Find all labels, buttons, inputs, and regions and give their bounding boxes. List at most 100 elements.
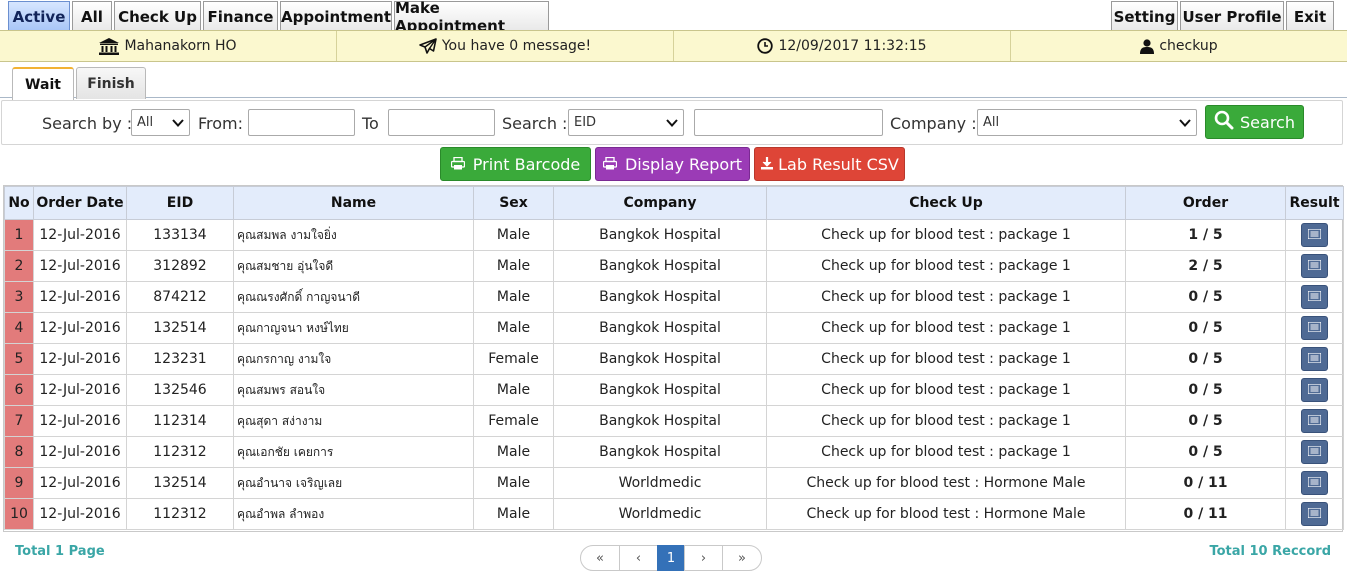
header-check-up[interactable]: Check Up [766, 186, 1126, 220]
result-cell [1285, 219, 1344, 251]
result-button[interactable] [1301, 502, 1328, 526]
result-button[interactable] [1301, 471, 1328, 495]
sex: Male [473, 250, 554, 282]
list-icon [1307, 382, 1322, 398]
download-icon [760, 155, 774, 174]
table-row[interactable]: 4 12-Jul-2016 132514 คุณกาญจนา หงษ์ไทย M… [4, 312, 1344, 344]
result-cell [1285, 405, 1344, 437]
info-bar: Mahanakorn HO You have 0 message! 12/09/… [0, 30, 1347, 62]
check-up: Check up for blood test : package 1 [766, 281, 1126, 313]
page-1-button[interactable]: 1 [657, 545, 685, 571]
result-button[interactable] [1301, 347, 1328, 371]
header-sex[interactable]: Sex [473, 186, 554, 220]
search-text-input[interactable] [694, 109, 883, 136]
company: Bangkok Hospital [553, 405, 767, 437]
order-date: 12-Jul-2016 [33, 374, 127, 406]
result-cell [1285, 312, 1344, 344]
order-progress: 1 / 5 [1125, 219, 1286, 251]
print-barcode-button[interactable]: Print Barcode [440, 147, 591, 181]
check-up: Check up for blood test : package 1 [766, 312, 1126, 344]
result-cell [1285, 281, 1344, 313]
header-name[interactable]: Name [233, 186, 474, 220]
list-icon [1307, 351, 1322, 367]
print-icon [602, 155, 618, 174]
branch-name: Mahanakorn HO [124, 38, 237, 54]
table-row[interactable]: 2 12-Jul-2016 312892 คุณสมชาย อุ่นใจดี M… [4, 250, 1344, 282]
status-tabs: Wait Finish [0, 66, 1347, 100]
result-button[interactable] [1301, 316, 1328, 340]
table-row[interactable]: 7 12-Jul-2016 112314 คุณสุดา สง่างาม Fem… [4, 405, 1344, 437]
prev-page-button[interactable]: ‹ [619, 545, 658, 571]
eid: 132514 [126, 312, 234, 344]
header-order-date[interactable]: Order Date [33, 186, 127, 220]
tab-finish[interactable]: Finish [76, 67, 146, 99]
header-result[interactable]: Result [1285, 186, 1344, 220]
search-button[interactable]: Search [1205, 105, 1304, 139]
company: Bangkok Hospital [553, 312, 767, 344]
result-button[interactable] [1301, 378, 1328, 402]
next-page-button[interactable]: › [684, 545, 723, 571]
header-company[interactable]: Company [553, 186, 767, 220]
chevron-down-icon [1179, 117, 1191, 132]
table-row[interactable]: 8 12-Jul-2016 112312 คุณเอกชัย เคยการ Ma… [4, 436, 1344, 468]
search-field-select[interactable]: EID [568, 109, 684, 136]
patient-name: คุณกาญจนา หงษ์ไทย [233, 312, 474, 344]
row-number: 2 [4, 250, 34, 282]
company-select[interactable]: All [977, 109, 1197, 136]
row-number: 5 [4, 343, 34, 375]
bank-icon [99, 37, 120, 55]
datetime-text: 12/09/2017 11:32:15 [778, 38, 927, 54]
result-button[interactable] [1301, 223, 1328, 247]
nav-user-profile-button[interactable]: User Profile [1180, 1, 1284, 30]
tab-wait[interactable]: Wait [12, 67, 74, 100]
result-button[interactable] [1301, 254, 1328, 278]
result-button[interactable] [1301, 409, 1328, 433]
check-up: Check up for blood test : package 1 [766, 219, 1126, 251]
first-page-button[interactable]: « [580, 545, 620, 571]
table-row[interactable]: 6 12-Jul-2016 132546 คุณสมพร สอนใจ Male … [4, 374, 1344, 406]
chevron-down-icon [666, 117, 678, 132]
company: Bangkok Hospital [553, 250, 767, 282]
result-button[interactable] [1301, 285, 1328, 309]
from-date-input[interactable] [248, 109, 355, 136]
table-row[interactable]: 5 12-Jul-2016 123231 คุณกรกาญ งามใจ Fema… [4, 343, 1344, 375]
check-up: Check up for blood test : package 1 [766, 405, 1126, 437]
to-date-input[interactable] [388, 109, 495, 136]
nav-exit-button[interactable]: Exit [1286, 1, 1334, 30]
search-by-select[interactable]: All [131, 109, 190, 136]
sex: Male [473, 281, 554, 313]
nav-setting-button[interactable]: Setting [1111, 1, 1178, 30]
eid: 132546 [126, 374, 234, 406]
company: Bangkok Hospital [553, 219, 767, 251]
nav-tab-active[interactable]: Active [8, 1, 70, 30]
table-row[interactable]: 3 12-Jul-2016 874212 คุณณรงศักดิ์ กาญจนา… [4, 281, 1344, 313]
nav-tab-finance[interactable]: Finance [203, 1, 278, 30]
message-text: You have 0 message! [441, 38, 592, 54]
order-date: 12-Jul-2016 [33, 281, 127, 313]
patient-name: คุณอำพล ลำพอง [233, 498, 474, 530]
table-row[interactable]: 1 12-Jul-2016 133134 คุณสมพล งามใจยิ่ง M… [4, 219, 1344, 251]
result-button[interactable] [1301, 440, 1328, 464]
nav-tab-appointment[interactable]: Appointment [280, 1, 392, 30]
last-page-button[interactable]: » [722, 545, 762, 571]
nav-tab-all[interactable]: All [72, 1, 112, 30]
total-pages-text: Total 1 Page [15, 544, 105, 559]
message-info[interactable]: You have 0 message! [336, 31, 673, 61]
nav-tab-make-appointment[interactable]: Make Appointment [394, 0, 549, 35]
lab-result-csv-label: Lab Result CSV [778, 154, 899, 174]
row-number: 6 [4, 374, 34, 406]
table-row[interactable]: 9 12-Jul-2016 132514 คุณอำนาจ เจริญเลย M… [4, 467, 1344, 499]
nav-tab-check-up[interactable]: Check Up [114, 1, 201, 30]
table-row[interactable]: 10 12-Jul-2016 112312 คุณอำพล ลำพอง Male… [4, 498, 1344, 530]
chevron-down-icon [172, 117, 184, 132]
sex: Male [473, 498, 554, 530]
clock-icon [757, 38, 774, 54]
lab-result-csv-button[interactable]: Lab Result CSV [754, 147, 905, 181]
header-eid[interactable]: EID [126, 186, 234, 220]
display-report-button[interactable]: Display Report [595, 147, 750, 181]
table-header-row: No Order Date EID Name Sex Company Check… [4, 186, 1344, 220]
search-by-label: Search by : [42, 114, 133, 133]
header-order[interactable]: Order [1125, 186, 1286, 220]
row-number: 8 [4, 436, 34, 468]
header-no[interactable]: No [4, 186, 34, 220]
